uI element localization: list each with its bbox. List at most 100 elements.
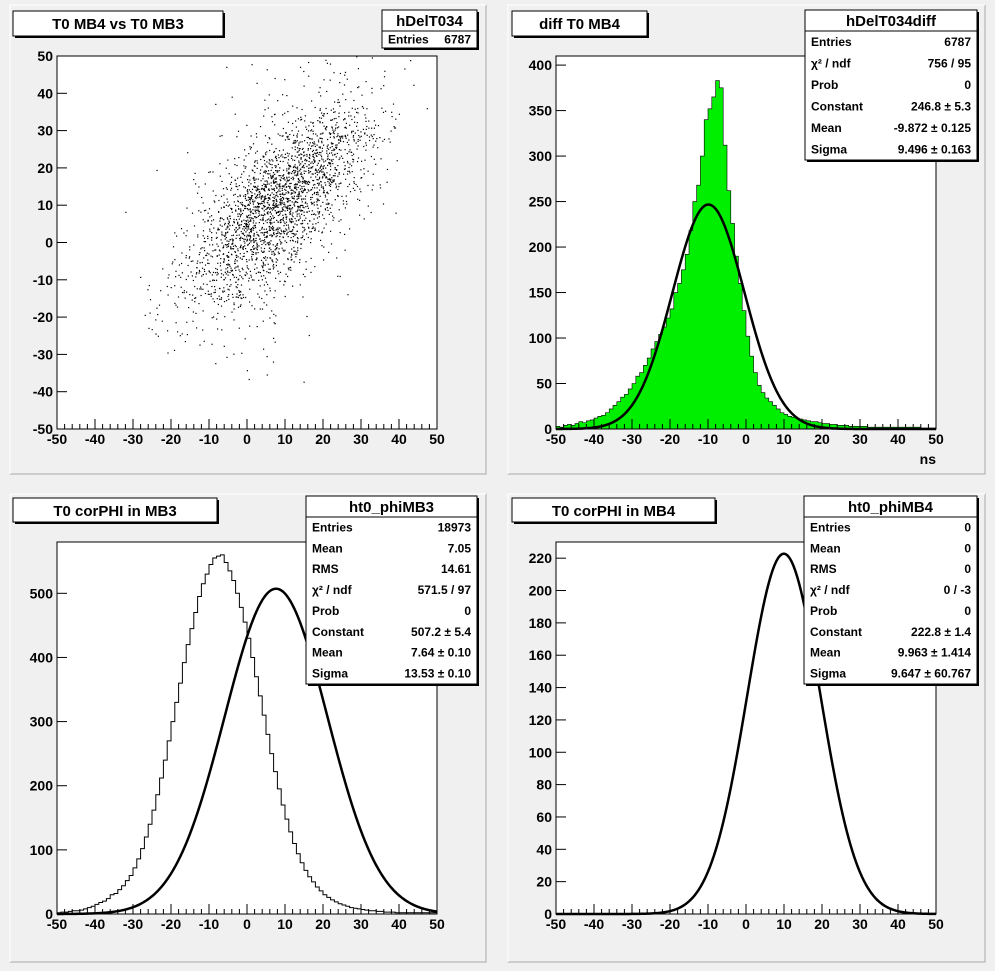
scatter-point [256,326,258,328]
scatter-point [287,159,290,161]
scatter-point [324,208,326,210]
scatter-point [277,232,279,234]
stats-value: 7.05 [448,541,472,555]
scatter-point [305,201,307,203]
scatter-point [294,250,296,252]
scatter-point [192,260,194,262]
scatter-point [252,251,255,253]
y-tick-label: 100 [529,330,553,346]
scatter-point [249,288,251,290]
scatter-point [279,160,281,162]
scatter-point [261,196,263,198]
scatter-point [296,173,298,175]
scatter-point [255,197,257,200]
stats-label: Entries [312,520,353,534]
scatter-point [332,108,335,110]
scatter-point [241,220,243,222]
x-axis: -50 -40 -30 -20 -10 0 10 20 30 40 50 [546,419,944,447]
scatter-point [183,292,185,294]
scatter-point [286,209,289,211]
scatter-point [253,245,255,247]
scatter-point [258,245,260,247]
scatter-point [265,231,267,233]
scatter-point [275,204,277,206]
scatter-point [278,211,280,213]
scatter-point [197,192,199,194]
scatter-point [296,133,299,135]
scatter-point [277,171,279,173]
y-tick-label: 50 [536,376,552,392]
stats-label: Prob [811,78,838,92]
scatter-point [264,256,267,258]
pad-bevel [9,493,486,962]
scatter-point [214,249,216,251]
scatter-point [269,268,271,270]
scatter-point [320,154,322,156]
scatter-point [295,201,298,203]
scatter-point [284,240,286,242]
scatter-point [372,138,374,140]
scatter-point [335,117,337,120]
scatter-point [250,219,252,221]
scatter-point [203,241,205,243]
scatter-point [248,185,250,187]
scatter-point [289,211,291,213]
scatter-point [308,169,310,172]
scatter-point [287,172,289,174]
scatter-point [224,224,226,226]
scatter-point [355,183,357,186]
scatter-point [275,192,277,194]
x-tick-label: -20 [161,431,181,447]
scatter-point [278,157,280,159]
x-axis-label: ns [920,451,937,467]
scatter-point [162,268,164,270]
y-tick-label: -20 [33,309,53,325]
fit-curve [57,587,438,916]
scatter-point [215,363,217,365]
scatter-point [328,251,330,253]
scatter-point [263,188,265,190]
scatter-point [322,176,324,178]
scatter-point [426,108,428,110]
scatter-point [223,258,225,260]
scatter-point [284,222,286,225]
scatter-point [307,130,310,132]
scatter-point [359,214,361,216]
scatter-point [337,99,339,101]
scatter-point [395,118,397,120]
scatter-point [220,207,222,209]
scatter-point [183,232,185,234]
scatter-point [353,138,355,141]
scatter-point [345,195,347,197]
stats-label: Entries [810,520,851,534]
scatter-point [303,189,305,191]
scatter-point [379,137,381,139]
scatter-point [226,227,228,229]
scatter-point [291,130,293,132]
x-tick-label: 30 [852,916,868,932]
scatter-point [338,139,340,141]
scatter-point [237,266,239,268]
scatter-point [344,149,346,151]
scatter-point [258,212,260,214]
scatter-point [225,232,227,234]
scatter-point [248,153,250,155]
chart-pad-3: -50 -40 -30 -20 -10 0 10 20 30 40 5001002003004005… [9,493,487,963]
scatter-point [289,240,291,242]
scatter-point [293,204,295,206]
scatter-point [306,128,308,130]
scatter-point [282,94,284,96]
scatter-point [317,198,319,200]
scatter-point [261,200,263,203]
scatter-point [351,165,353,167]
scatter-point [171,263,173,265]
scatter-point [211,239,213,241]
scatter-point [252,226,254,229]
scatter-point [258,222,260,224]
scatter-point [199,252,201,254]
scatter-point [255,222,257,224]
scatter-point [358,135,360,137]
scatter-point [270,175,272,177]
scatter-point [284,184,286,186]
scatter-point [245,271,247,273]
